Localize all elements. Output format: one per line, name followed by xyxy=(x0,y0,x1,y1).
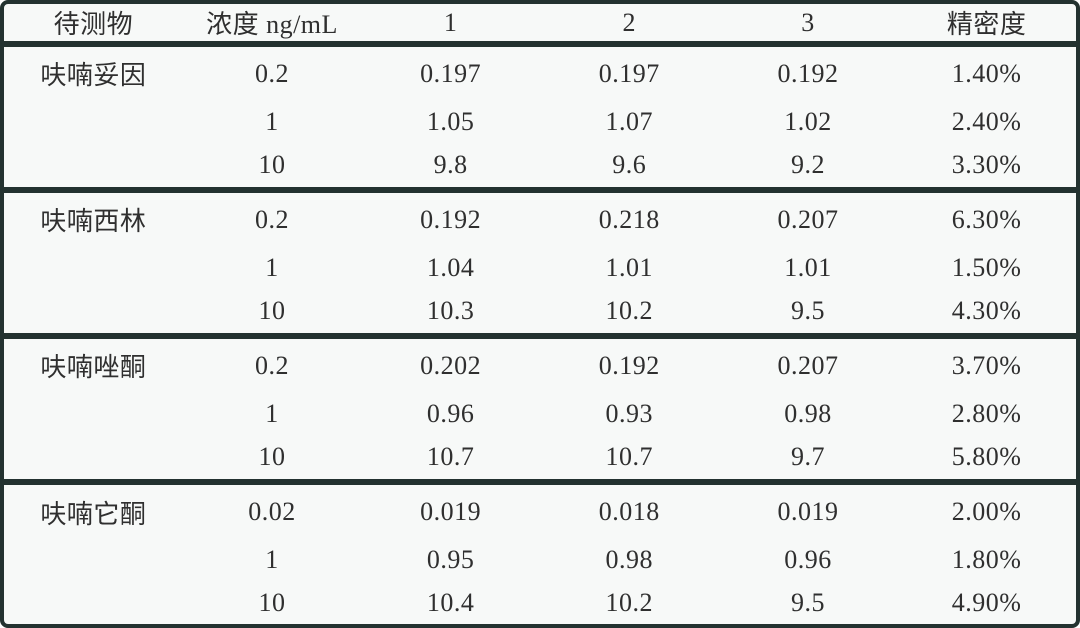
table-row: 呋喃唑酮 0.2 0.202 0.192 0.207 3.70% xyxy=(4,336,1076,393)
analyte-cell-empty xyxy=(4,393,183,436)
header-replicate-3: 3 xyxy=(801,7,815,37)
replicate3-cell: 9.2 xyxy=(790,150,825,180)
precision-cell: 4.30% xyxy=(951,296,1022,326)
table-row: 1 0.95 0.98 0.96 1.80% xyxy=(4,539,1076,582)
replicate1-cell: 1.05 xyxy=(426,106,475,136)
precision-cell: 3.70% xyxy=(951,350,1022,380)
analyte-cell-empty xyxy=(4,143,183,190)
precision-cell: 2.40% xyxy=(951,106,1022,136)
precision-cell: 1.40% xyxy=(951,58,1022,88)
analyte-cell-empty xyxy=(4,581,183,624)
table-row: 呋喃西林 0.2 0.192 0.218 0.207 6.30% xyxy=(4,190,1076,247)
replicate1-cell: 9.8 xyxy=(433,150,468,180)
replicate3-cell: 9.5 xyxy=(790,296,825,326)
replicate3-cell: 0.192 xyxy=(777,58,839,88)
replicate2-cell: 0.98 xyxy=(605,545,654,575)
table-row: 1 0.96 0.93 0.98 2.80% xyxy=(4,393,1076,436)
concentration-cell: 10 xyxy=(258,150,286,180)
replicate2-cell: 1.01 xyxy=(605,253,654,283)
precision-cell: 1.80% xyxy=(951,545,1022,575)
precision-cell: 5.80% xyxy=(951,442,1022,472)
header-concentration: 浓度 ng/mL xyxy=(206,10,338,39)
precision-cell: 4.90% xyxy=(951,587,1022,617)
replicate3-cell: 9.7 xyxy=(790,442,825,472)
replicate2-cell: 1.07 xyxy=(605,106,654,136)
concentration-cell: 0.2 xyxy=(254,58,289,88)
concentration-cell: 1 xyxy=(265,106,279,136)
precision-table: 待测物 浓度 ng/mL 1 2 3 精密度 呋喃妥因 0.2 0.197 0.… xyxy=(4,4,1076,624)
analyte-cell-empty xyxy=(4,435,183,482)
analyte-group-nitrofurantoin: 呋喃妥因 0.2 0.197 0.197 0.192 1.40% 1 1.05 … xyxy=(4,44,1076,190)
concentration-cell: 0.02 xyxy=(248,497,296,527)
table-row: 1 1.04 1.01 1.01 1.50% xyxy=(4,247,1076,290)
analyte-group-furazolidone: 呋喃唑酮 0.2 0.202 0.192 0.207 3.70% 1 0.96 … xyxy=(4,336,1076,482)
replicate1-cell: 0.202 xyxy=(420,350,482,380)
replicate3-cell: 0.207 xyxy=(777,350,839,380)
analyte-cell: 呋喃唑酮 xyxy=(40,353,147,383)
table-row: 1 1.05 1.07 1.02 2.40% xyxy=(4,101,1076,144)
replicate1-cell: 0.192 xyxy=(420,204,482,234)
replicate2-cell: 9.6 xyxy=(612,150,647,180)
concentration-cell: 1 xyxy=(265,399,279,429)
replicate3-cell: 0.207 xyxy=(777,204,839,234)
concentration-cell: 10 xyxy=(258,587,286,617)
precision-cell: 6.30% xyxy=(951,204,1022,234)
header-precision: 精密度 xyxy=(946,10,1027,39)
replicate3-cell: 0.96 xyxy=(784,545,832,575)
table-row: 呋喃妥因 0.2 0.197 0.197 0.192 1.40% xyxy=(4,44,1076,101)
analyte-cell: 呋喃它酮 xyxy=(40,499,147,529)
table-row: 10 9.8 9.6 9.2 3.30% xyxy=(4,143,1076,190)
replicate2-cell: 10.7 xyxy=(605,442,654,472)
replicate3-cell: 1.02 xyxy=(784,106,832,136)
concentration-cell: 0.2 xyxy=(254,350,289,380)
replicate2-cell: 0.93 xyxy=(605,399,654,429)
analyte-cell-empty xyxy=(4,101,183,144)
analyte-group-furaltadone: 呋喃它酮 0.02 0.019 0.018 0.019 2.00% 1 0.95… xyxy=(4,482,1076,624)
header-row: 待测物 浓度 ng/mL 1 2 3 精密度 xyxy=(4,4,1076,44)
replicate2-cell: 0.218 xyxy=(598,204,660,234)
replicate1-cell: 0.96 xyxy=(426,399,475,429)
concentration-cell: 0.2 xyxy=(254,204,289,234)
table-row: 10 10.7 10.7 9.7 5.80% xyxy=(4,435,1076,482)
replicate3-cell: 0.98 xyxy=(784,399,832,429)
analyte-group-nitrofurazone: 呋喃西林 0.2 0.192 0.218 0.207 6.30% 1 1.04 … xyxy=(4,190,1076,336)
replicate1-cell: 10.3 xyxy=(426,296,475,326)
replicate3-cell: 1.01 xyxy=(784,253,832,283)
analyte-cell-empty xyxy=(4,247,183,290)
precision-cell: 3.30% xyxy=(951,150,1022,180)
concentration-cell: 1 xyxy=(265,253,279,283)
header-replicate-1: 1 xyxy=(443,7,458,37)
replicate1-cell: 1.04 xyxy=(426,253,475,283)
replicate1-cell: 0.95 xyxy=(426,545,475,575)
concentration-cell: 10 xyxy=(258,296,286,326)
header-analyte: 待测物 xyxy=(53,10,134,39)
replicate2-cell: 0.197 xyxy=(598,58,660,88)
analyte-cell-empty xyxy=(4,539,183,582)
precision-cell: 2.00% xyxy=(951,497,1022,527)
table-row: 10 10.3 10.2 9.5 4.30% xyxy=(4,289,1076,336)
replicate3-cell: 9.5 xyxy=(790,587,825,617)
concentration-cell: 1 xyxy=(265,545,279,575)
replicate1-cell: 0.019 xyxy=(420,497,482,527)
precision-cell: 2.80% xyxy=(951,399,1022,429)
replicate2-cell: 0.192 xyxy=(598,350,660,380)
replicate2-cell: 0.018 xyxy=(598,497,660,527)
concentration-cell: 10 xyxy=(258,442,286,472)
replicate1-cell: 0.197 xyxy=(420,58,482,88)
replicate2-cell: 10.2 xyxy=(605,296,654,326)
replicate1-cell: 10.7 xyxy=(426,442,475,472)
replicate1-cell: 10.4 xyxy=(426,587,475,617)
table-row: 10 10.4 10.2 9.5 4.90% xyxy=(4,581,1076,624)
analyte-cell-empty xyxy=(4,289,183,336)
replicate3-cell: 0.019 xyxy=(777,497,839,527)
replicate2-cell: 10.2 xyxy=(605,587,654,617)
analyte-cell: 呋喃西林 xyxy=(40,207,147,237)
analyte-cell: 呋喃妥因 xyxy=(40,61,147,91)
precision-cell: 1.50% xyxy=(951,253,1022,283)
header-replicate-2: 2 xyxy=(622,7,637,37)
table-row: 呋喃它酮 0.02 0.019 0.018 0.019 2.00% xyxy=(4,482,1076,539)
